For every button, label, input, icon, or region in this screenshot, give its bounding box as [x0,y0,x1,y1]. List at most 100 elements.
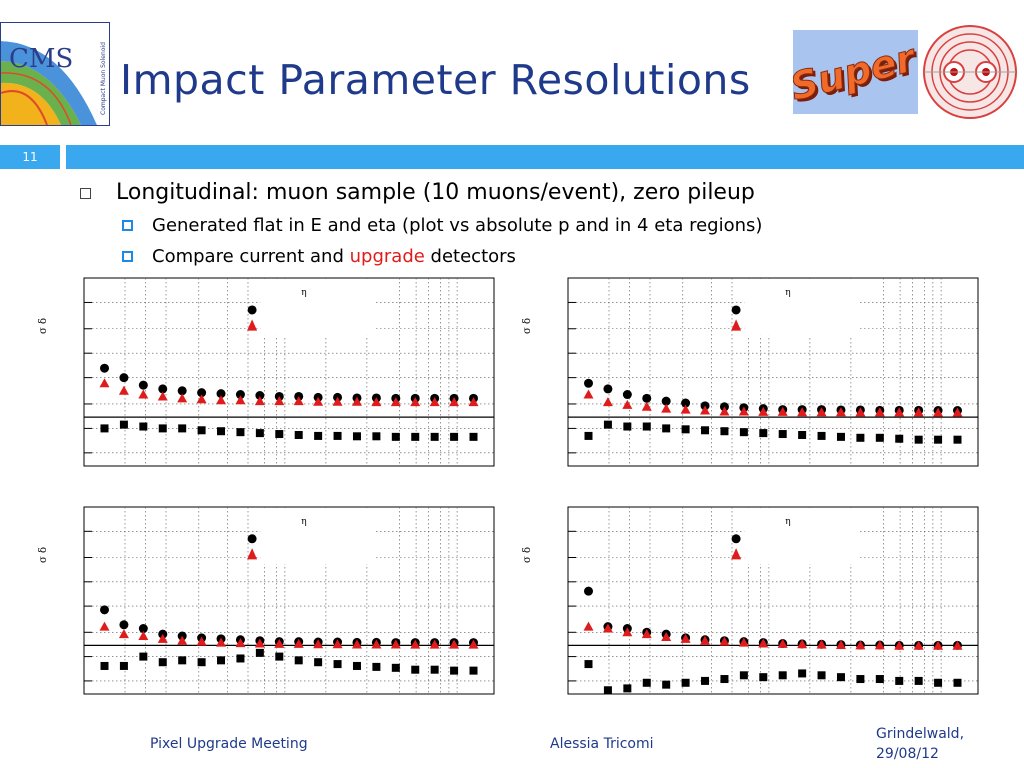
data-point-square [236,654,245,663]
data-point-square [294,656,303,665]
data-point-square [372,432,381,441]
data-point-square [197,426,206,435]
data-point-triangle [894,407,905,417]
data-point-square [836,432,845,441]
data-point-triangle [410,397,421,407]
data-point-square [603,420,612,429]
data-point-triangle [196,636,207,646]
data-point-triangle [274,638,285,648]
data-point-triangle [758,406,769,416]
data-point-triangle [835,407,846,417]
data-point-square [430,432,439,441]
data-point-square [217,427,226,436]
data-point-triangle [196,394,207,404]
data-point-square [817,431,826,440]
data-point-square [914,676,923,685]
plot-area: σ δ η σ δ η σ δ η σ δ η [0,270,1024,700]
data-point-square [255,429,264,438]
data-point-square [856,433,865,442]
data-point-square [469,666,478,675]
data-point-triangle [468,397,479,407]
data-point-triangle [797,639,808,649]
data-point-triangle [874,407,885,417]
bullet-text-highlight: upgrade [349,246,425,267]
legend-label: η [785,288,790,298]
legend-background [260,508,376,565]
bullet-text: Generated flat in E and eta (plot vs abs… [152,215,763,236]
slide-number: 11 [0,145,60,169]
bullet-level1: Longitudinal: muon sample (10 muons/even… [80,176,980,210]
data-point-square [798,669,807,678]
data-point-triangle [118,629,129,639]
legend-marker-circle [247,305,257,315]
data-point-triangle [777,406,788,416]
legend-label: η [301,517,306,527]
data-point-triangle [216,395,227,405]
data-point-square [119,661,128,670]
data-point-square [469,432,478,441]
y-axis-label: σ δ [522,318,533,334]
square-bullet-icon [122,251,133,262]
data-point-square [836,673,845,682]
footer-meeting: Pixel Upgrade Meeting [150,736,308,752]
cms-logo: CMS Compact Muon Solenoid [0,22,110,126]
data-point-triangle [913,640,924,650]
data-point-triangle [855,640,866,650]
data-point-triangle [680,404,691,414]
data-point-triangle [313,639,324,649]
data-point-square [934,678,943,687]
data-point-square [450,666,459,675]
legend-marker-circle [731,534,741,544]
data-point-triangle [449,639,460,649]
data-point-triangle [583,621,594,631]
data-point-triangle [371,397,382,407]
data-point-square [642,422,651,431]
data-point-square [314,658,323,667]
data-point-square [333,660,342,669]
data-point-square [662,680,671,689]
super-logo: Super Super [786,30,924,114]
data-point-square [642,678,651,687]
plots-svg: σ δ η σ δ η σ δ η σ δ η [38,277,979,695]
data-point-square [875,675,884,684]
data-point-circle [603,384,613,394]
data-point-square [100,661,109,670]
data-point-circle [216,389,226,399]
data-point-triangle [874,640,885,650]
legend-background [260,279,376,336]
data-point-square [236,428,245,437]
data-point-triangle [797,407,808,417]
data-point-triangle [293,638,304,648]
cms-logo-label: CMS [9,44,73,74]
data-point-triangle [680,633,691,643]
bullet-text-before: Compare current and [152,246,350,267]
data-point-triangle [816,639,827,649]
legend-background [744,508,860,565]
data-point-triangle [254,638,265,648]
data-point-triangle [700,635,711,645]
data-point-circle [197,388,207,398]
data-point-square [391,432,400,441]
bullet-level2: Compare current and upgrade detectors [80,241,980,272]
data-point-triangle [661,631,672,641]
data-point-square [739,428,748,437]
data-point-triangle [235,638,246,648]
data-point-square [178,424,187,433]
data-point-square [139,652,148,661]
data-point-triangle [738,406,749,416]
data-point-circle [661,396,671,406]
data-point-triangle [274,396,285,406]
hollow-square-bullet-icon [80,188,91,199]
data-point-square [119,420,128,429]
legend-marker-triangle [731,319,742,331]
data-point-square [623,422,632,431]
legend-marker-circle [247,534,257,544]
data-point-triangle [371,639,382,649]
data-point-triangle [177,635,188,645]
legend-marker-triangle [731,548,742,560]
data-point-triangle [952,640,963,650]
data-point-triangle [118,385,129,395]
data-point-square [352,661,361,670]
data-point-triangle [332,639,343,649]
data-point-square [798,430,807,439]
